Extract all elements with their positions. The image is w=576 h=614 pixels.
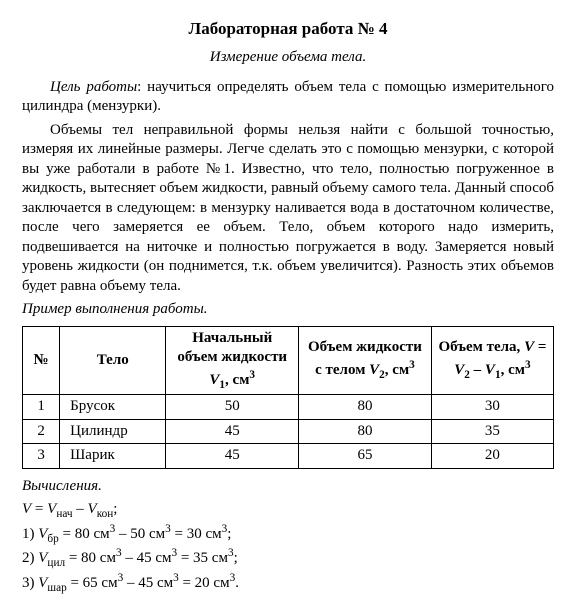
results-table: № Тело Начальный объем жидко­сти V1, см3… bbox=[22, 326, 554, 469]
table-row: 2 Цилиндр 45 80 35 bbox=[23, 419, 554, 444]
table-row: 1 Брусок 50 80 30 bbox=[23, 395, 554, 420]
table-header-row: № Тело Начальный объем жидко­сти V1, см3… bbox=[23, 326, 554, 395]
th-v: Объем тела, V = V2 – V1, см3 bbox=[431, 326, 553, 395]
cell-n: 1 bbox=[23, 395, 60, 420]
th-body: Тело bbox=[60, 326, 166, 395]
cell-v2: 80 bbox=[299, 395, 432, 420]
calc-label: Вычисления. bbox=[22, 477, 554, 497]
table-row: 3 Шарик 45 65 20 bbox=[23, 444, 554, 469]
calc-formula: V = Vнач – Vкон; bbox=[22, 500, 554, 522]
th-v1: Начальный объем жидко­сти V1, см3 bbox=[166, 326, 299, 395]
calc-line-1: 1) Vбр = 80 см3 – 50 см3 = 30 см3; bbox=[22, 522, 554, 547]
lab-title: Лабораторная работа № 4 bbox=[22, 18, 554, 40]
cell-v: 30 bbox=[431, 395, 553, 420]
cell-body: Шарик bbox=[60, 444, 166, 469]
cell-v1: 45 bbox=[166, 444, 299, 469]
lab-subtitle: Измерение объема тела. bbox=[22, 48, 554, 68]
example-label: Пример выполнения работы. bbox=[22, 300, 554, 320]
table-body: 1 Брусок 50 80 30 2 Цилиндр 45 80 35 3 Ш… bbox=[23, 395, 554, 469]
th-n: № bbox=[23, 326, 60, 395]
goal-paragraph: Цель работы: научиться определять объем … bbox=[22, 78, 554, 117]
cell-v: 20 bbox=[431, 444, 553, 469]
cell-v1: 50 bbox=[166, 395, 299, 420]
cell-v2: 65 bbox=[299, 444, 432, 469]
th-v2: Объем жидко­сти с телом V2, см3 bbox=[299, 326, 432, 395]
cell-n: 2 bbox=[23, 419, 60, 444]
cell-body: Брусок bbox=[60, 395, 166, 420]
goal-label: Цель работы bbox=[50, 79, 137, 95]
cell-n: 3 bbox=[23, 444, 60, 469]
calc-line-3: 3) Vшар = 65 см3 – 45 см3 = 20 см3. bbox=[22, 571, 554, 596]
cell-body: Цилиндр bbox=[60, 419, 166, 444]
cell-v2: 80 bbox=[299, 419, 432, 444]
cell-v1: 45 bbox=[166, 419, 299, 444]
body-paragraph: Объемы тел неправильной формы нельзя най… bbox=[22, 121, 554, 297]
calc-line-2: 2) Vцил = 80 см3 – 45 см3 = 35 см3; bbox=[22, 546, 554, 571]
cell-v: 35 bbox=[431, 419, 553, 444]
